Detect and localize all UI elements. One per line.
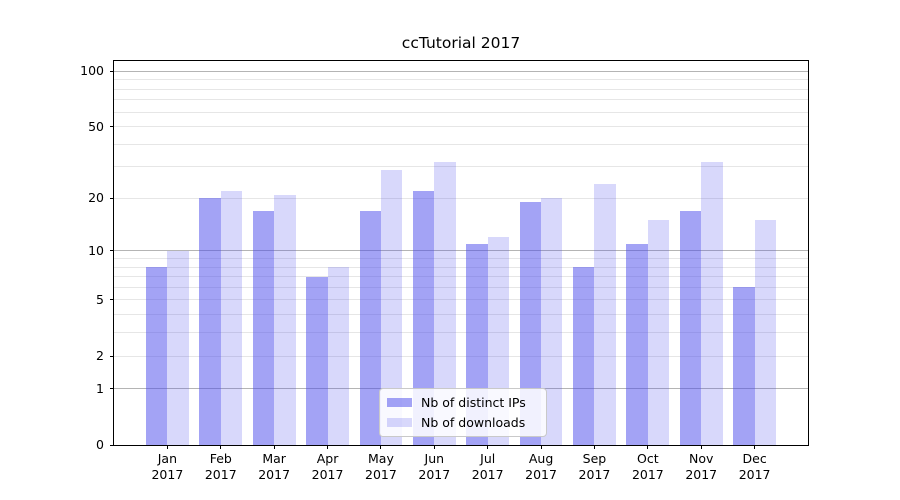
legend-item-downloads: Nb of downloads [387, 415, 539, 430]
y-gridline-minor [114, 276, 808, 278]
y-tick-label: 0 [96, 437, 104, 452]
x-tick-label-nov: Nov 2017 [685, 451, 718, 482]
y-tick-label: 2 [96, 348, 104, 364]
y-tick-label: 10 [88, 242, 104, 258]
x-tick-mark [433, 445, 435, 449]
y-tick-mark [110, 388, 114, 390]
x-tick-mark [166, 445, 168, 449]
bar-nb-of-distinct-ips [679, 210, 702, 445]
y-gridline-major [114, 70, 808, 72]
legend-label-downloads: Nb of downloads [421, 414, 526, 430]
y-gridline-minor [114, 355, 808, 357]
x-tick-mark [540, 445, 542, 449]
y-gridline-minor [114, 314, 808, 316]
bar-nb-of-distinct-ips [733, 287, 755, 445]
y-tick-mark [110, 250, 114, 252]
bar-nb-of-downloads [647, 220, 670, 445]
bar-nb-of-downloads [220, 191, 243, 445]
x-tick-mark [273, 445, 275, 449]
y-gridline-minor [114, 332, 808, 334]
bar-nb-of-distinct-ips [199, 198, 221, 445]
x-tick-mark [327, 445, 329, 449]
bar-nb-of-downloads [754, 220, 776, 445]
x-tick-label-jul: Jul 2017 [471, 451, 504, 482]
y-gridline-minor [114, 111, 808, 113]
x-tick-mark [754, 445, 756, 449]
y-gridline-minor [114, 299, 808, 301]
x-tick-label-feb: Feb 2017 [204, 451, 237, 482]
y-tick-mark [110, 444, 114, 446]
y-gridline-minor [114, 143, 808, 145]
y-tick-label: 5 [96, 291, 104, 307]
bar-nb-of-downloads [327, 267, 349, 445]
bar-nb-of-downloads [541, 198, 563, 445]
legend-swatch-downloads [387, 417, 412, 427]
bar-nb-of-distinct-ips [519, 202, 542, 445]
bar-nb-of-distinct-ips [145, 267, 168, 445]
bar-nb-of-downloads [434, 161, 456, 445]
bar-nb-of-distinct-ips [252, 210, 275, 445]
legend-item-distinct-ips: Nb of distinct IPs [387, 395, 539, 410]
x-tick-mark [220, 445, 222, 449]
bar-nb-of-downloads [594, 184, 616, 445]
x-tick-label-aug: Aug 2017 [525, 451, 557, 482]
bar-nb-of-distinct-ips [412, 191, 435, 445]
y-gridline-minor [114, 266, 808, 268]
x-tick-label-oct: Oct 2017 [631, 451, 664, 482]
y-gridline-minor [114, 88, 808, 90]
y-tick-mark [110, 126, 114, 128]
y-gridline-minor [114, 166, 808, 168]
x-tick-mark [647, 445, 649, 449]
bar-nb-of-downloads [701, 161, 723, 445]
x-tick-mark [700, 445, 702, 449]
x-tick-label-mar: Mar 2017 [258, 451, 291, 482]
y-gridline-minor [114, 79, 808, 81]
chart-title: ccTutorial 2017 [401, 34, 521, 52]
legend-swatch-distinct-ips [387, 398, 412, 408]
bar-nb-of-downloads [274, 194, 296, 445]
x-tick-label-apr: Apr 2017 [311, 451, 344, 482]
y-tick-label: 20 [88, 190, 104, 206]
bar-nb-of-downloads [167, 250, 189, 445]
x-tick-label-jan: Jan 2017 [151, 451, 184, 482]
bar-nb-of-distinct-ips [626, 243, 648, 445]
y-gridline-minor [114, 126, 808, 128]
bar-nb-of-downloads [380, 169, 403, 445]
y-gridline-minor [114, 286, 808, 288]
legend-label-distinct-ips: Nb of distinct IPs [421, 395, 526, 411]
x-tick-label-may: May 2017 [365, 451, 397, 482]
y-tick-label: 1 [96, 380, 104, 396]
bar-nb-of-distinct-ips [359, 210, 381, 445]
y-tick-label: 100 [80, 63, 104, 79]
bar-nb-of-distinct-ips [306, 276, 328, 445]
y-gridline-minor [114, 197, 808, 199]
x-tick-mark [487, 445, 489, 449]
legend: Nb of distinct IPs Nb of downloads [379, 388, 547, 437]
y-tick-mark [110, 197, 114, 199]
y-gridline-minor [114, 99, 808, 101]
y-tick-mark [110, 299, 114, 301]
bar-nb-of-distinct-ips [573, 267, 595, 445]
y-gridline-major [114, 250, 808, 252]
y-tick-label: 50 [88, 118, 104, 134]
y-tick-mark [110, 70, 114, 72]
x-tick-label-sep: Sep 2017 [578, 451, 611, 482]
x-tick-mark [593, 445, 595, 449]
x-tick-label-jun: Jun 2017 [418, 451, 451, 482]
y-tick-mark [110, 355, 114, 357]
y-gridline-minor [114, 258, 808, 259]
x-tick-label-dec: Dec 2017 [738, 451, 771, 482]
x-tick-mark [380, 445, 382, 449]
